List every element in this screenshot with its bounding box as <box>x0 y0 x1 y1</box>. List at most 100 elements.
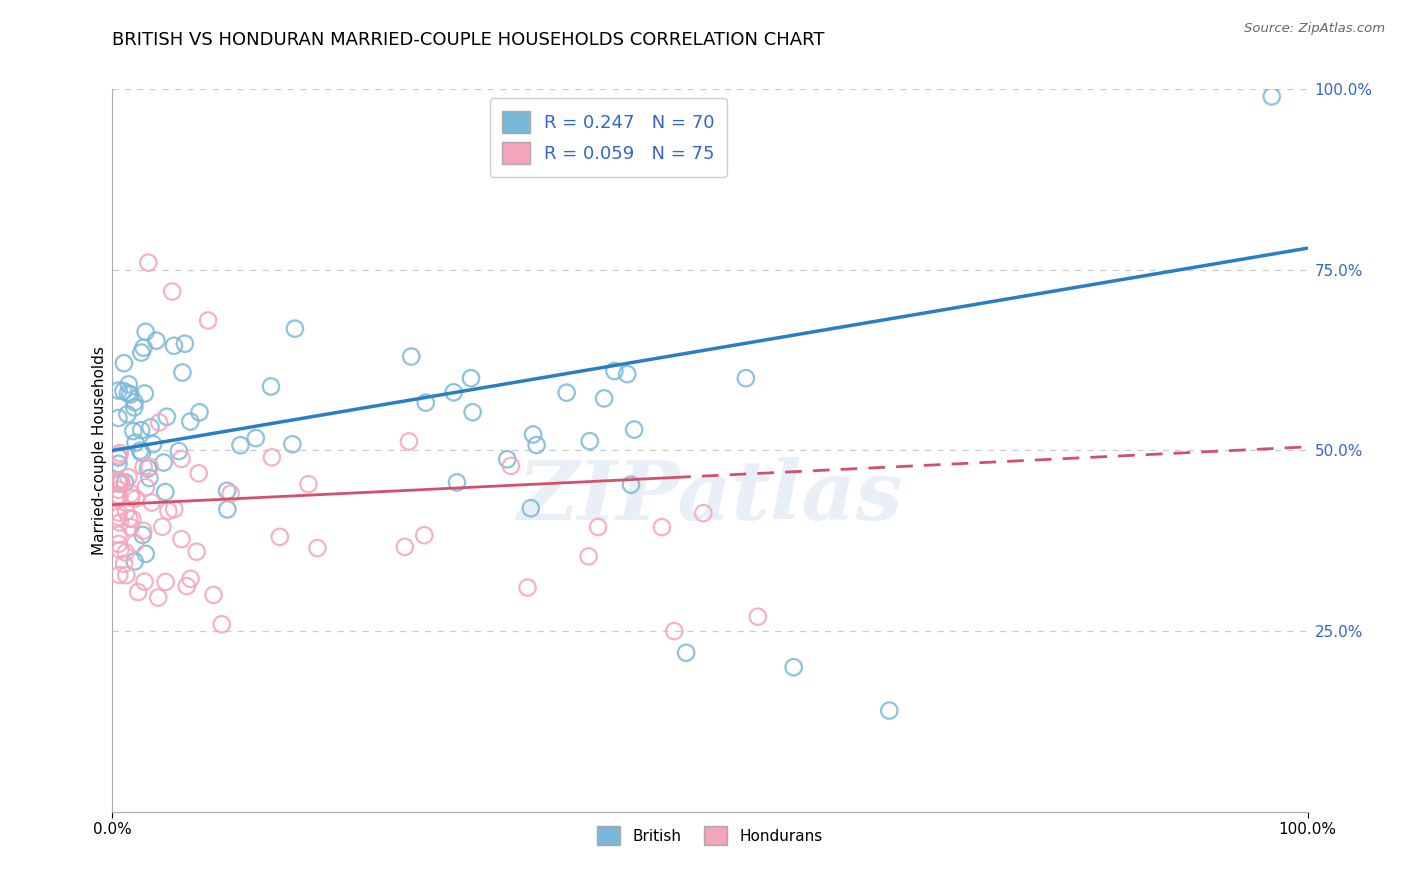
Point <box>115 504 138 518</box>
Point <box>782 660 804 674</box>
Point <box>170 452 193 467</box>
Point <box>163 502 186 516</box>
Point <box>176 579 198 593</box>
Point <box>516 581 538 595</box>
Point <box>520 501 543 516</box>
Text: BRITISH VS HONDURAN MARRIED-COUPLE HOUSEHOLDS CORRELATION CHART: BRITISH VS HONDURAN MARRIED-COUPLE HOUSE… <box>112 31 825 49</box>
Point <box>197 313 219 327</box>
Point <box>186 544 208 558</box>
Point <box>134 574 156 589</box>
Point <box>138 471 160 485</box>
Point <box>219 486 242 500</box>
Point <box>124 435 146 450</box>
Text: Source: ZipAtlas.com: Source: ZipAtlas.com <box>1244 22 1385 36</box>
Point <box>112 384 135 398</box>
Point <box>107 528 129 542</box>
Point <box>132 524 155 538</box>
Point <box>129 423 152 437</box>
Point <box>108 446 131 460</box>
Point <box>107 505 129 519</box>
Point <box>260 450 283 465</box>
Point <box>522 427 544 442</box>
Point <box>167 444 190 458</box>
Text: ZIPatlas: ZIPatlas <box>517 458 903 537</box>
Point <box>107 491 129 506</box>
Point <box>107 384 129 398</box>
Point <box>132 459 155 474</box>
Point <box>603 364 626 378</box>
Point <box>747 609 769 624</box>
Point <box>135 480 157 494</box>
Point <box>156 409 179 424</box>
Point <box>112 356 135 370</box>
Point <box>108 568 131 582</box>
Point <box>460 371 482 385</box>
Legend: British, Hondurans: British, Hondurans <box>591 820 830 851</box>
Point <box>675 646 697 660</box>
Point <box>114 545 136 559</box>
Point <box>124 554 146 568</box>
Point <box>620 477 643 491</box>
Point <box>141 495 163 509</box>
Point <box>211 617 233 632</box>
Point <box>118 511 141 525</box>
Point <box>120 486 142 500</box>
Point <box>172 366 194 380</box>
Point <box>879 704 901 718</box>
Point <box>651 520 673 534</box>
Point <box>217 483 239 498</box>
Point <box>170 532 193 546</box>
Point <box>118 377 141 392</box>
Point <box>110 475 132 489</box>
Point <box>616 367 638 381</box>
Point <box>150 519 173 533</box>
Point <box>578 549 600 564</box>
Point <box>162 285 183 299</box>
Point <box>297 477 319 491</box>
Point <box>132 341 155 355</box>
Point <box>107 411 129 425</box>
Point <box>131 345 153 359</box>
Y-axis label: Married-couple Households: Married-couple Households <box>91 346 107 555</box>
Point <box>269 530 291 544</box>
Point <box>157 504 180 518</box>
Point <box>122 424 145 438</box>
Point <box>107 450 129 465</box>
Point <box>138 255 160 269</box>
Point <box>398 434 420 449</box>
Point <box>136 461 159 475</box>
Point <box>107 510 129 524</box>
Point <box>120 520 142 534</box>
Point <box>188 405 211 419</box>
Point <box>664 624 686 639</box>
Point <box>155 574 177 589</box>
Point <box>173 336 195 351</box>
Point <box>108 516 131 530</box>
Point <box>120 387 142 401</box>
Point <box>148 416 170 430</box>
Point <box>401 350 423 364</box>
Point <box>107 449 129 463</box>
Point <box>114 475 136 490</box>
Point <box>125 491 148 506</box>
Point <box>735 371 758 385</box>
Point <box>260 379 283 393</box>
Point <box>496 452 519 467</box>
Point <box>124 536 146 550</box>
Point <box>107 491 129 506</box>
Point <box>120 491 142 505</box>
Point <box>107 483 129 497</box>
Point <box>245 431 267 445</box>
Point <box>117 470 139 484</box>
Point <box>579 434 602 449</box>
Point <box>692 506 714 520</box>
Point <box>108 543 131 558</box>
Point <box>180 572 202 586</box>
Point <box>499 458 522 473</box>
Point <box>145 334 167 348</box>
Point <box>121 512 143 526</box>
Point <box>461 405 484 419</box>
Point <box>115 568 138 582</box>
Point <box>163 339 186 353</box>
Point <box>134 386 156 401</box>
